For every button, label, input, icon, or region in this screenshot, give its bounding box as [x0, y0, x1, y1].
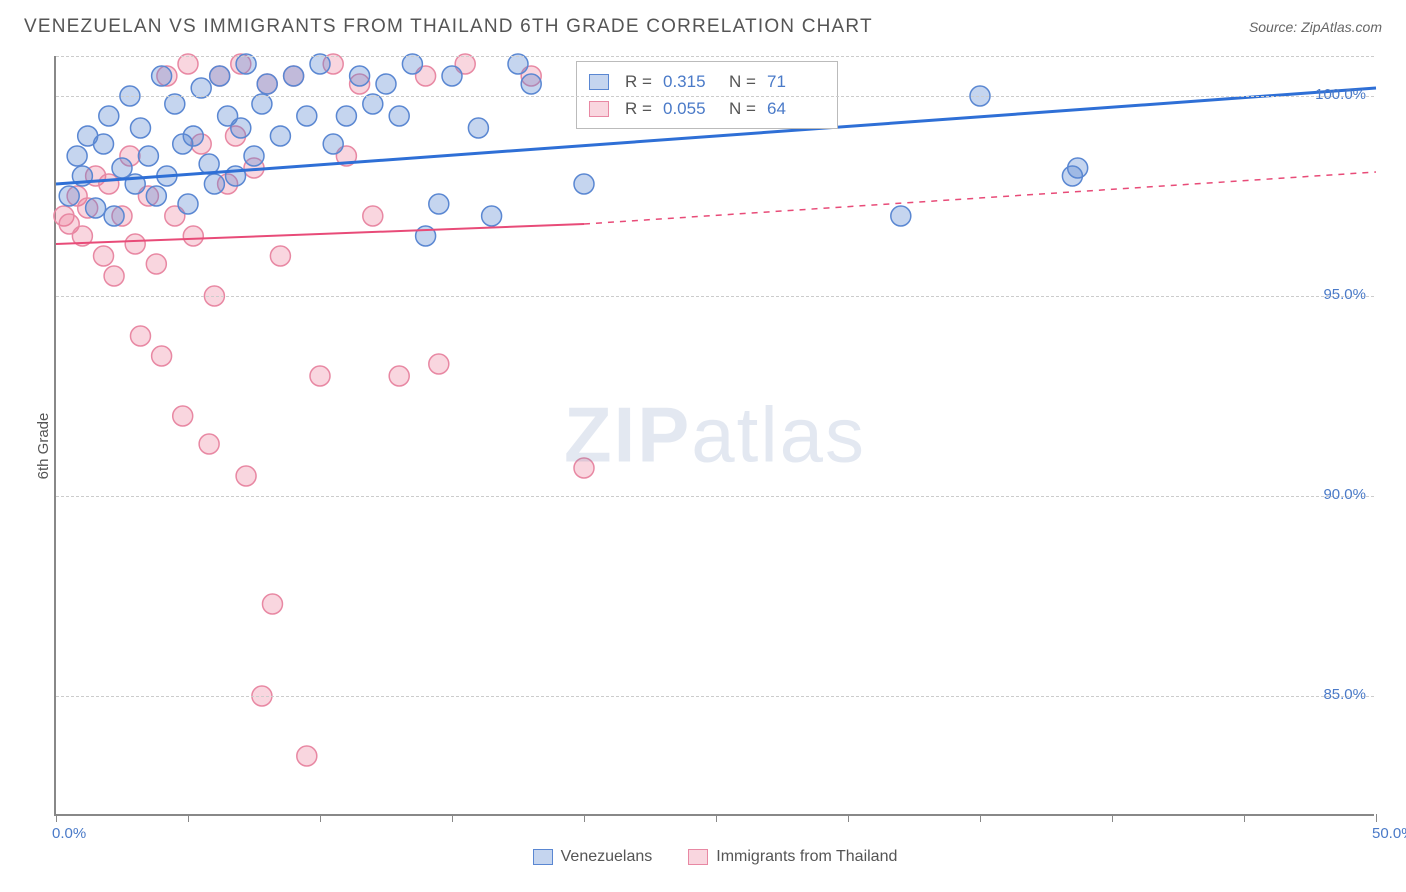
y-tick-label: 90.0% — [1323, 486, 1366, 503]
data-point — [1068, 158, 1088, 178]
y-tick-label: 85.0% — [1323, 686, 1366, 703]
x-tick — [716, 814, 717, 822]
gridline — [56, 56, 1374, 57]
gridline — [56, 496, 1374, 497]
legend-item: Immigrants from Thailand — [688, 848, 897, 866]
data-point — [104, 206, 124, 226]
x-tick — [584, 814, 585, 822]
data-point — [231, 118, 251, 138]
chart-title: VENEZUELAN VS IMMIGRANTS FROM THAILAND 6… — [24, 16, 873, 38]
data-point — [94, 246, 114, 266]
data-point — [104, 266, 124, 286]
stats-legend-row: R =0.055N =64 — [589, 95, 825, 122]
data-point — [323, 134, 343, 154]
data-point — [99, 106, 119, 126]
data-point — [284, 66, 304, 86]
x-tick-label: 0.0% — [52, 825, 86, 842]
data-point — [130, 118, 150, 138]
gridline — [56, 696, 1374, 697]
data-point — [336, 106, 356, 126]
data-point — [574, 458, 594, 478]
x-tick — [980, 814, 981, 822]
x-tick — [452, 814, 453, 822]
chart-plot-area: ZIPatlas R =0.315N =71R =0.055N =64 Vene… — [54, 56, 1374, 816]
data-point — [112, 158, 132, 178]
data-point — [130, 326, 150, 346]
data-point — [236, 54, 256, 74]
data-point — [178, 194, 198, 214]
data-point — [252, 94, 272, 114]
data-point — [310, 54, 330, 74]
data-point — [244, 146, 264, 166]
data-point — [199, 434, 219, 454]
legend-item: Venezuelans — [533, 848, 653, 866]
x-tick-label: 50.0% — [1372, 825, 1406, 842]
data-point — [350, 66, 370, 86]
data-point — [183, 226, 203, 246]
data-point — [183, 126, 203, 146]
data-point — [310, 366, 330, 386]
gridline — [56, 296, 1374, 297]
data-point — [86, 198, 106, 218]
data-point — [389, 106, 409, 126]
data-point — [59, 186, 79, 206]
y-tick-label: 100.0% — [1315, 86, 1366, 103]
data-point — [262, 594, 282, 614]
y-axis-label: 6th Grade — [35, 413, 52, 480]
data-point — [146, 186, 166, 206]
data-point — [442, 66, 462, 86]
data-point — [125, 234, 145, 254]
x-tick — [1376, 814, 1377, 822]
data-point — [363, 94, 383, 114]
data-point — [152, 346, 172, 366]
data-point — [297, 746, 317, 766]
x-tick — [848, 814, 849, 822]
data-point — [574, 174, 594, 194]
x-tick — [56, 814, 57, 822]
data-point — [178, 54, 198, 74]
data-point — [270, 246, 290, 266]
source-attribution: Source: ZipAtlas.com — [1249, 19, 1382, 35]
y-tick-label: 95.0% — [1323, 286, 1366, 303]
data-point — [402, 54, 422, 74]
data-point — [67, 146, 87, 166]
x-tick — [1112, 814, 1113, 822]
data-point — [152, 66, 172, 86]
data-point — [165, 94, 185, 114]
data-point — [94, 134, 114, 154]
data-point — [204, 174, 224, 194]
data-point — [173, 406, 193, 426]
data-point — [210, 66, 230, 86]
data-point — [429, 194, 449, 214]
trend-line — [584, 172, 1376, 224]
data-point — [429, 354, 449, 374]
x-tick — [320, 814, 321, 822]
stats-legend-row: R =0.315N =71 — [589, 68, 825, 95]
data-point — [236, 466, 256, 486]
data-point — [482, 206, 502, 226]
data-point — [389, 366, 409, 386]
series-legend: Venezuelans Immigrants from Thailand — [56, 848, 1374, 866]
data-point — [191, 78, 211, 98]
gridline — [56, 96, 1374, 97]
data-point — [297, 106, 317, 126]
data-point — [468, 118, 488, 138]
scatter-plot-svg — [56, 56, 1374, 814]
data-point — [508, 54, 528, 74]
data-point — [270, 126, 290, 146]
data-point — [891, 206, 911, 226]
data-point — [363, 206, 383, 226]
data-point — [99, 174, 119, 194]
x-tick — [188, 814, 189, 822]
x-tick — [1244, 814, 1245, 822]
data-point — [138, 146, 158, 166]
data-point — [376, 74, 396, 94]
data-point — [146, 254, 166, 274]
data-point — [521, 74, 541, 94]
data-point — [257, 74, 277, 94]
